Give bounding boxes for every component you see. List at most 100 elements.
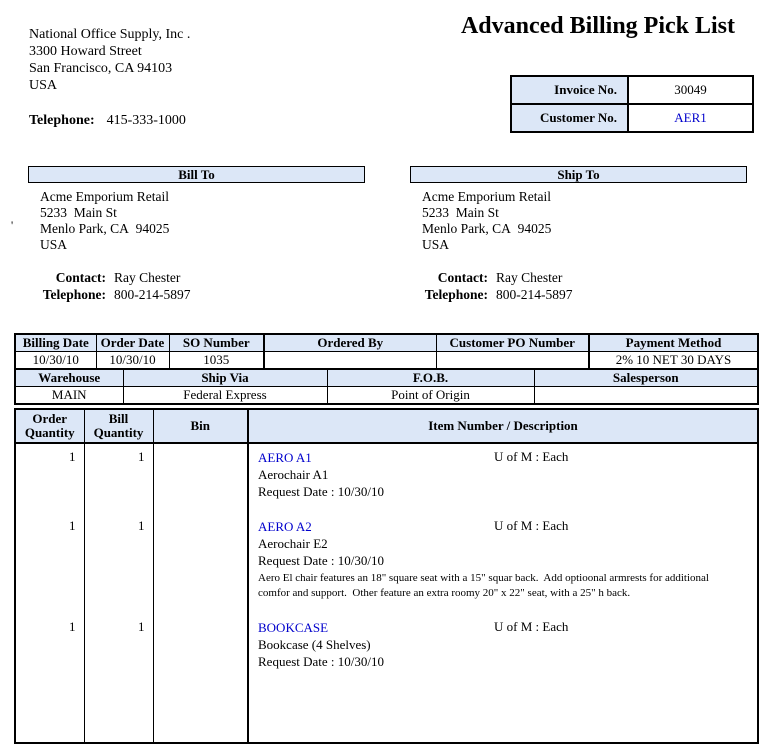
uom-label: U of M : Each bbox=[494, 518, 569, 533]
billing-date-header: Billing Date bbox=[14, 333, 97, 352]
bill-to-telephone-label: Telephone: bbox=[42, 287, 106, 302]
so-number-value: 1035 bbox=[168, 351, 265, 370]
ship-to-street: 5233 Main St bbox=[422, 205, 499, 220]
bill-to-name: Acme Emporium Retail bbox=[40, 189, 169, 204]
ship-to-country: USA bbox=[422, 237, 450, 252]
company-country: USA bbox=[29, 78, 58, 93]
ship-to-contact-value: Ray Chester bbox=[496, 270, 563, 285]
payment-method-value: 2% 10 NET 30 DAYS bbox=[588, 351, 759, 370]
ship-to-city: Menlo Park, CA 94025 bbox=[422, 221, 552, 236]
line-items-header-row: Order Quantity Bill Quantity Bin Item Nu… bbox=[14, 408, 759, 444]
bin-header: Bin bbox=[152, 408, 249, 444]
bill-to-address: Acme Emporium Retail 5233 Main St Menlo … bbox=[40, 189, 365, 253]
request-date: Request Date : 10/30/10 bbox=[258, 484, 385, 499]
item-description-cell: AERO A1 U of M : Each Aerochair A1 Reque… bbox=[247, 443, 759, 513]
company-telephone-row: Telephone: 415-333-1000 bbox=[29, 112, 190, 129]
ship-via-header: Ship Via bbox=[122, 368, 328, 387]
bill-to-contact-label: Contact: bbox=[55, 270, 106, 285]
shipping-info-value-row: MAIN Federal Express Point of Origin bbox=[14, 386, 759, 405]
invoice-info-box: Invoice No. 30049 Customer No. AER1 bbox=[510, 75, 754, 133]
customer-no-link[interactable]: AER1 bbox=[674, 110, 707, 125]
bill-to-contact-block: Contact: Ray Chester Telephone: 800-214-58… bbox=[28, 269, 365, 303]
bill-to-contact-row: Contact: Ray Chester bbox=[28, 269, 365, 286]
customer-po-value bbox=[435, 351, 590, 370]
bill-to-telephone-row: Telephone: 800-214-5897 bbox=[28, 286, 365, 303]
salesperson-header: Salesperson bbox=[533, 368, 759, 387]
ship-to-telephone-value: 800-214-5897 bbox=[496, 287, 573, 302]
ship-to-contact-block: Contact: Ray Chester Telephone: 800-214-58… bbox=[410, 269, 747, 303]
ship-to-address: Acme Emporium Retail 5233 Main St Menlo … bbox=[422, 189, 747, 253]
item-description: Bookcase (4 Shelves) bbox=[258, 637, 371, 652]
bill-to-city: Menlo Park, CA 94025 bbox=[40, 221, 170, 236]
fob-value: Point of Origin bbox=[326, 386, 535, 405]
bin-value bbox=[152, 443, 249, 513]
bill-to-telephone-value: 800-214-5897 bbox=[114, 287, 191, 302]
ship-to-telephone-label: Telephone: bbox=[424, 287, 488, 302]
company-street: 3300 Howard Street bbox=[29, 44, 142, 59]
invoice-no-value: 30049 bbox=[629, 77, 752, 105]
so-number-header: SO Number bbox=[168, 333, 265, 352]
request-date: Request Date : 10/30/10 bbox=[258, 553, 385, 568]
table-row: 1 1 AERO A1 U of M : Each Aerochair A1 R… bbox=[14, 443, 759, 513]
ship-to-header: Ship To bbox=[410, 166, 747, 183]
warehouse-value: MAIN bbox=[14, 386, 124, 405]
bill-to-contact-value: Ray Chester bbox=[114, 270, 181, 285]
ship-to-name: Acme Emporium Retail bbox=[422, 189, 551, 204]
item-description: Aerochair A1 bbox=[258, 467, 329, 482]
bin-value bbox=[152, 614, 249, 743]
ship-via-value: Federal Express bbox=[122, 386, 328, 405]
item-long-description: Aero El chair features an 18" square sea… bbox=[258, 572, 709, 599]
customer-no-label: Customer No. bbox=[512, 105, 629, 131]
order-date-header: Order Date bbox=[95, 333, 170, 352]
order-qty-value: 1 bbox=[14, 614, 85, 743]
ordered-by-header: Ordered By bbox=[263, 333, 437, 352]
order-details: Billing Date Order Date SO Number Ordere… bbox=[14, 333, 759, 744]
company-name: National Office Supply, Inc . bbox=[29, 27, 191, 42]
page-title: Advanced Billing Pick List bbox=[460, 13, 736, 39]
payment-method-header: Payment Method bbox=[588, 333, 759, 352]
item-description: Aerochair E2 bbox=[258, 536, 328, 551]
order-info-header-row: Billing Date Order Date SO Number Ordere… bbox=[14, 333, 759, 352]
order-qty-value: 1 bbox=[14, 443, 85, 513]
table-row: 1 1 BOOKCASE U of M : Each Bookcase (4 S… bbox=[14, 614, 759, 743]
order-info-value-row: 10/30/10 10/30/10 1035 2% 10 NET 30 DAYS bbox=[14, 351, 759, 370]
company-city: San Francisco, CA 94103 bbox=[29, 61, 173, 76]
ship-to-section: Ship To Acme Emporium Retail 5233 Main S… bbox=[410, 166, 747, 303]
item-number-link[interactable]: BOOKCASE bbox=[258, 620, 329, 635]
bin-value bbox=[152, 513, 249, 614]
bill-to-street: 5233 Main St bbox=[40, 205, 117, 220]
order-date-value: 10/30/10 bbox=[95, 351, 170, 370]
company-block: National Office Supply, Inc . 3300 Howar… bbox=[29, 26, 190, 129]
bill-to-section: Bill To Acme Emporium Retail 5233 Main S… bbox=[28, 166, 365, 303]
request-date: Request Date : 10/30/10 bbox=[258, 654, 385, 669]
item-description-header: Item Number / Description bbox=[247, 408, 759, 444]
uom-label: U of M : Each bbox=[494, 449, 569, 464]
ship-to-telephone-row: Telephone: 800-214-5897 bbox=[410, 286, 747, 303]
line-items-table: Order Quantity Bill Quantity Bin Item Nu… bbox=[14, 408, 759, 744]
item-number-link[interactable]: AERO A1 bbox=[258, 450, 312, 465]
stray-mark: ' bbox=[11, 218, 14, 232]
bill-to-country: USA bbox=[40, 237, 68, 252]
item-description-cell: AERO A2 U of M : Each Aerochair E2 Reque… bbox=[247, 513, 759, 614]
ordered-by-value bbox=[263, 351, 437, 370]
bill-to-header: Bill To bbox=[28, 166, 365, 183]
company-telephone-value: 415-333-1000 bbox=[106, 113, 186, 128]
shipping-info-table: Warehouse Ship Via F.O.B. Salesperson MA… bbox=[14, 368, 759, 405]
bill-qty-value: 1 bbox=[83, 443, 154, 513]
item-description-cell: BOOKCASE U of M : Each Bookcase (4 Shelv… bbox=[247, 614, 759, 743]
order-quantity-header: Order Quantity bbox=[14, 408, 85, 444]
ship-to-contact-label: Contact: bbox=[437, 270, 488, 285]
item-number-link[interactable]: AERO A2 bbox=[258, 519, 312, 534]
bill-qty-value: 1 bbox=[83, 513, 154, 614]
shipping-info-header-row: Warehouse Ship Via F.O.B. Salesperson bbox=[14, 368, 759, 387]
ship-to-contact-row: Contact: Ray Chester bbox=[410, 269, 747, 286]
fob-header: F.O.B. bbox=[326, 368, 535, 387]
salesperson-value bbox=[533, 386, 759, 405]
billing-date-value: 10/30/10 bbox=[14, 351, 97, 370]
table-row: 1 1 AERO A2 U of M : Each Aerochair E2 R… bbox=[14, 513, 759, 614]
pick-list-document: National Office Supply, Inc . 3300 Howar… bbox=[11, 13, 759, 744]
bill-quantity-header: Bill Quantity bbox=[83, 408, 154, 444]
bill-qty-value: 1 bbox=[83, 614, 154, 743]
customer-po-header: Customer PO Number bbox=[435, 333, 590, 352]
uom-label: U of M : Each bbox=[494, 619, 569, 634]
